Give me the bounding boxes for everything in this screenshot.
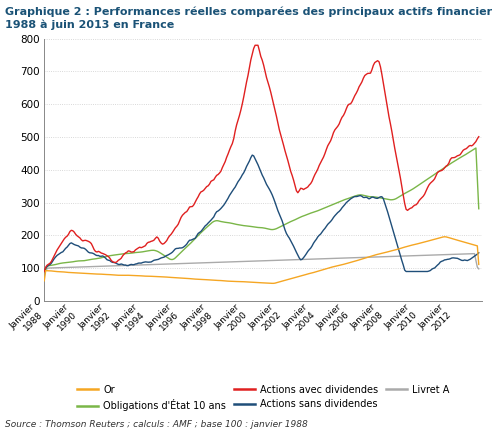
- Text: 1988 à juin 2013 en France: 1988 à juin 2013 en France: [5, 19, 174, 30]
- Text: Source : Thomson Reuters ; calculs : AMF ; base 100 : janvier 1988: Source : Thomson Reuters ; calculs : AMF…: [5, 420, 308, 429]
- Legend: Or, Obligations d'État 10 ans, Actions avec dividendes, Actions sans dividendes,: Or, Obligations d'État 10 ans, Actions a…: [77, 384, 450, 412]
- Text: Graphique 2 : Performances réelles comparées des principaux actifs financiers de: Graphique 2 : Performances réelles compa…: [5, 6, 492, 17]
